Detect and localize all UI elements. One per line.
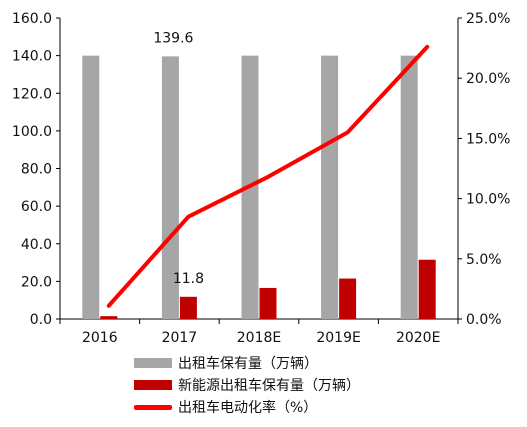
legend-swatch-ev-taxi-stock: [134, 380, 172, 390]
left-axis-tick-label: 20.0: [21, 274, 52, 290]
x-axis-tick-label: 2020E: [396, 330, 440, 346]
bar-taxi-stock: [321, 55, 339, 319]
bar-ev-taxi-stock: [179, 296, 197, 319]
bar-taxi-stock: [400, 55, 418, 319]
line-electrification-rate: [106, 44, 430, 308]
bar-ev-taxi-stock: [339, 278, 357, 319]
right-axis-tick-label: 25.0%: [466, 11, 510, 27]
legend-swatch-taxi-stock: [134, 358, 172, 368]
x-axis-tick-label: 2017: [162, 330, 198, 346]
bar-ev-taxi-stock: [259, 287, 277, 319]
right-axis-tick-label: 5.0%: [466, 252, 502, 268]
left-axis-tick-label: 100.0: [12, 124, 52, 140]
right-axis-tick-label: 0.0%: [466, 312, 502, 328]
legend-item-ev-taxi-stock: 新能源出租车保有量（万辆）: [134, 374, 360, 396]
legend-label-electrification-rate: 出租车电动化率（%）: [178, 400, 318, 416]
right-axis-tick-label: 15.0%: [466, 131, 510, 147]
legend-item-electrification-rate: 出租车电动化率（%）: [134, 396, 360, 418]
chart: 0.0 20.0 40.0 60.0 80.0 100.0 120.0 140.0 160.0 0…: [12, 11, 511, 346]
legend-label-ev-taxi-stock: 新能源出租车保有量（万辆）: [178, 378, 360, 394]
legend: 出租车保有量（万辆） 新能源出租车保有量（万辆） 出租车电动化率（%）: [134, 352, 360, 418]
left-axis-tick-label: 140.0: [12, 49, 52, 65]
x-axis-tick-label: 2019E: [316, 330, 360, 346]
data-label: 139.6: [153, 30, 193, 46]
left-axis-tick-label: 80.0: [21, 162, 52, 178]
left-axis-tick-label: 0.0: [30, 312, 52, 328]
bar-ev-taxi-stock: [100, 316, 118, 319]
right-axis-tick-label: 10.0%: [466, 192, 510, 208]
bar-taxi-stock: [161, 56, 179, 319]
legend-swatch-electrification-rate: [134, 404, 172, 410]
right-axis-tick-label: 20.0%: [466, 71, 510, 87]
left-axis-tick-label: 60.0: [21, 199, 52, 215]
bar-ev-taxi-stock: [418, 259, 436, 319]
data-label: 11.8: [173, 271, 204, 287]
bar-taxi-stock: [82, 55, 100, 319]
left-axis-tick-label: 160.0: [12, 11, 52, 27]
legend-item-taxi-stock: 出租车保有量（万辆）: [134, 352, 360, 374]
x-axis-tick-label: 2016: [82, 330, 118, 346]
left-axis-tick-label: 120.0: [12, 86, 52, 102]
left-axis-tick-label: 40.0: [21, 237, 52, 253]
x-axis-tick-label: 2018E: [237, 330, 281, 346]
legend-label-taxi-stock: 出租车保有量（万辆）: [178, 356, 318, 372]
